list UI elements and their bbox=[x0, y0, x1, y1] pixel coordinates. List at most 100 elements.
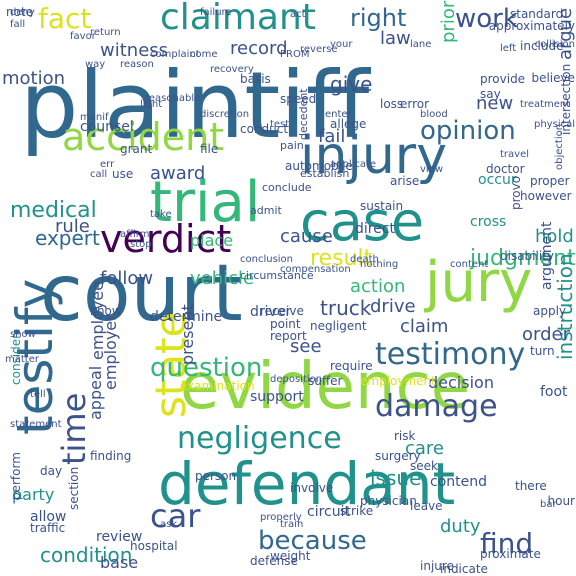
word-cross: cross bbox=[470, 214, 507, 230]
word-day: day bbox=[40, 464, 63, 478]
word-place: place bbox=[190, 231, 234, 250]
word-content: content bbox=[450, 259, 489, 270]
word-provo: provo bbox=[509, 175, 523, 210]
word-return: return bbox=[90, 27, 121, 38]
word-record: record bbox=[230, 38, 288, 59]
word-reasonable: reasonable bbox=[145, 93, 201, 104]
word-medical: medical bbox=[10, 198, 97, 223]
word-evidence: evidence bbox=[180, 350, 471, 424]
word-way: way bbox=[85, 59, 106, 70]
word-testimony: testimony bbox=[375, 337, 526, 372]
word-turn: turn bbox=[530, 344, 555, 358]
word-proximate: proximate bbox=[480, 547, 541, 561]
word-light: light bbox=[140, 99, 163, 110]
word-hour: hour bbox=[547, 494, 576, 508]
word-cause: cause bbox=[280, 226, 333, 247]
word-driver: driver bbox=[250, 304, 292, 320]
word-injure: injure bbox=[420, 559, 454, 573]
word-come: come bbox=[190, 49, 218, 60]
word-physician: physician bbox=[360, 494, 417, 508]
word-person: person bbox=[195, 469, 237, 483]
word-approximately: approximately bbox=[488, 19, 575, 33]
word-standard: standard bbox=[510, 7, 564, 21]
word-car: car bbox=[150, 497, 201, 535]
word-pain: pain bbox=[280, 139, 304, 152]
word-negligent: negligent bbox=[310, 319, 367, 333]
word-stop: stop bbox=[130, 239, 152, 250]
word-include: include bbox=[520, 39, 564, 53]
word-recovery: recovery bbox=[210, 64, 254, 75]
word-circumstance: circumstance bbox=[240, 269, 314, 282]
word-risk: risk bbox=[394, 429, 416, 443]
word-there: there bbox=[515, 479, 547, 493]
word-know: know bbox=[90, 304, 122, 318]
word-properly: properly bbox=[260, 512, 302, 523]
word-truck: truck bbox=[320, 296, 372, 320]
word-employment: employment bbox=[360, 374, 436, 388]
word-issue: issue bbox=[370, 466, 422, 490]
word-train: train bbox=[280, 519, 304, 530]
word-foot: foot bbox=[540, 384, 568, 400]
word-trial: trial bbox=[150, 170, 261, 235]
word-conduct: conduct bbox=[240, 122, 289, 136]
word-see: see bbox=[290, 336, 322, 357]
word-employee: employee bbox=[88, 281, 107, 360]
word-establish: establish bbox=[300, 167, 350, 180]
word-collision: collision bbox=[534, 39, 575, 50]
word-allege: allege bbox=[330, 117, 367, 131]
word-left: left bbox=[500, 43, 517, 54]
word-strike: strike bbox=[340, 504, 374, 518]
word-witness: witness bbox=[100, 40, 169, 61]
word-result: result bbox=[310, 246, 373, 271]
word-determine: determine bbox=[150, 309, 223, 325]
word-speed: speed bbox=[280, 92, 317, 106]
word-direct: direct bbox=[355, 221, 396, 237]
word-error: error bbox=[400, 97, 430, 111]
word-case: case bbox=[300, 190, 425, 253]
word-say: say bbox=[480, 87, 501, 101]
word-hospital: hospital bbox=[130, 539, 178, 553]
word-action: action bbox=[350, 276, 406, 297]
word-view: view bbox=[420, 164, 444, 175]
word-question: question bbox=[150, 353, 263, 383]
word-accident: accident bbox=[62, 115, 225, 159]
word-receive: receive bbox=[260, 304, 304, 318]
word-right: right bbox=[350, 4, 407, 32]
word-disability: disability bbox=[500, 249, 554, 263]
word-support: support bbox=[250, 389, 304, 405]
word-death: death bbox=[350, 254, 379, 265]
word-expert: expert bbox=[35, 226, 100, 250]
word-use: use bbox=[112, 167, 134, 181]
word-ask: ask bbox=[160, 519, 178, 530]
word-examination: examination bbox=[180, 379, 255, 393]
word-seek: seek bbox=[410, 459, 438, 473]
word-law: law bbox=[380, 28, 411, 49]
word-because: because bbox=[258, 526, 367, 556]
word-proper: proper bbox=[530, 174, 570, 188]
word-loss: loss bbox=[380, 97, 404, 111]
word-nothing: nothing bbox=[360, 259, 399, 270]
word-suffer: suffer bbox=[308, 374, 343, 388]
word-indicate: indicate bbox=[440, 562, 488, 576]
word-sustain: sustain bbox=[360, 199, 404, 213]
word-act: act bbox=[290, 9, 306, 20]
word-decision: decision bbox=[428, 373, 494, 392]
word-complaint: complaint bbox=[150, 49, 200, 60]
word-basis: basis bbox=[240, 72, 271, 86]
word-discretion: discretion bbox=[200, 109, 250, 120]
word-doctor: doctor bbox=[486, 162, 525, 176]
word-opinion: opinion bbox=[420, 116, 516, 146]
word-file: file bbox=[200, 142, 219, 156]
word-treatment: treatment bbox=[520, 99, 571, 110]
word-failure: failure bbox=[200, 7, 232, 18]
word-enter: enter bbox=[325, 109, 352, 120]
word-blood: blood bbox=[420, 109, 448, 120]
word-judgment: judgment bbox=[470, 246, 576, 271]
word-follow: follow bbox=[100, 268, 154, 289]
word-circuit: circuit bbox=[307, 504, 350, 520]
word-reason: reason bbox=[120, 59, 154, 70]
word-conclusion: conclusion bbox=[240, 254, 294, 265]
word-call: call bbox=[90, 169, 108, 180]
word-award: award bbox=[150, 163, 206, 184]
